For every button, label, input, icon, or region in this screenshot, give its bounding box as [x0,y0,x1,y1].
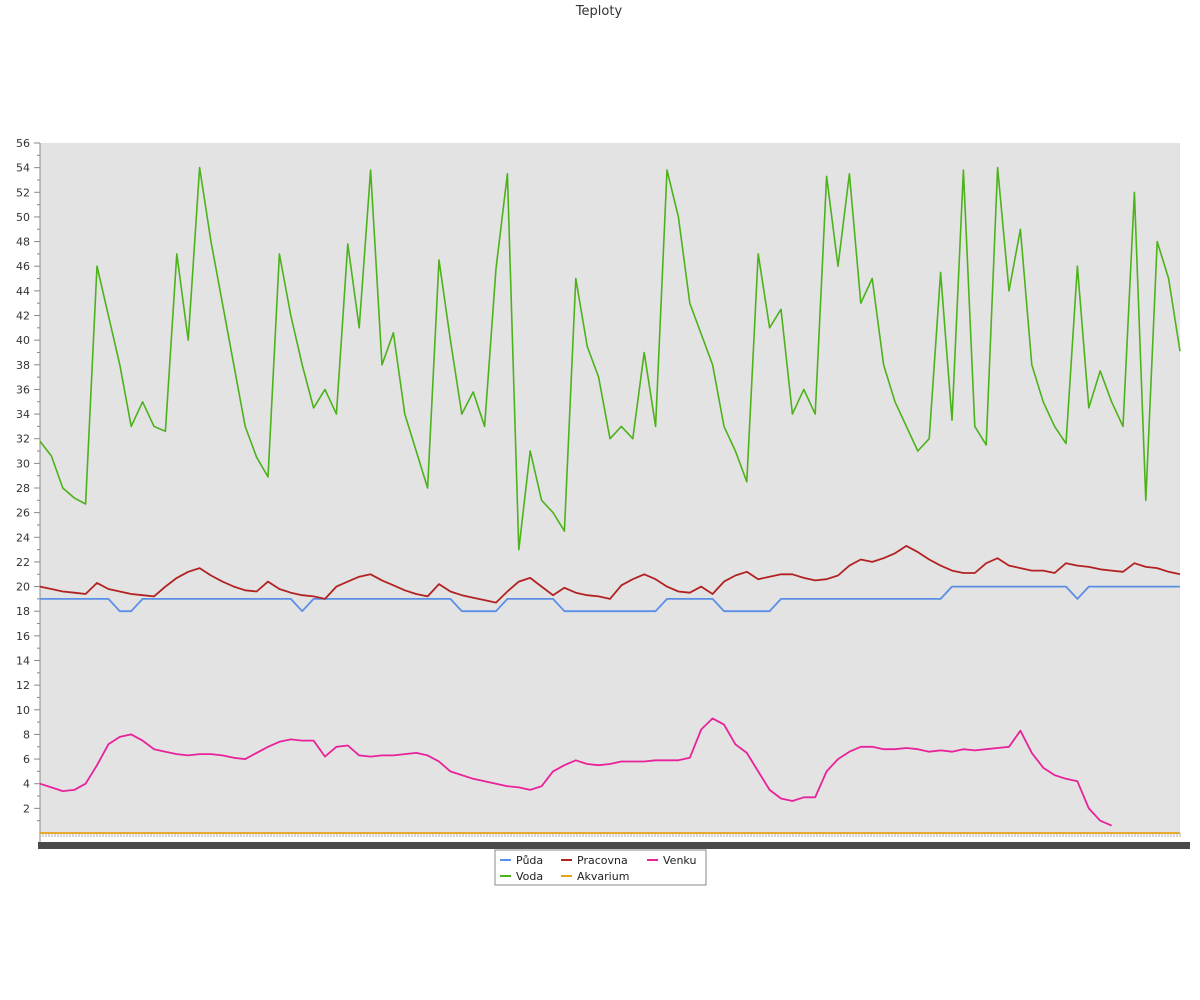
y-tick-label: 26 [16,507,30,520]
y-tick-label: 38 [16,359,30,372]
y-tick-label: 52 [16,186,30,199]
y-tick-label: 44 [16,285,30,298]
legend-label: Venku [663,854,696,867]
chart-title: Teploty [575,4,623,19]
y-tick-label: 24 [16,531,30,544]
y-axis: 2468101214161820222426283032343638404244… [16,137,41,843]
series-group [39,166,1181,834]
legend-label: Voda [516,870,543,883]
x-tick-label-band [38,842,1190,849]
y-tick-label: 16 [16,630,30,643]
legend: Půda Voda Pracovna Akvarium Venku [494,849,707,886]
y-tick-label: 42 [16,310,30,323]
y-tick-label: 20 [16,581,30,594]
y-tick-label: 8 [23,728,30,741]
y-tick-label: 18 [16,605,30,618]
y-tick-label: 30 [16,457,30,470]
y-tick-label: 6 [23,753,30,766]
y-tick-label: 2 [23,802,30,815]
series-line-venku [39,717,1112,827]
y-tick-label: 22 [16,556,30,569]
series-line-voda [39,166,1181,551]
y-tick-label: 32 [16,433,30,446]
legend-label: Pracovna [577,854,628,867]
y-tick-label: 14 [16,655,30,668]
y-tick-label: 48 [16,236,30,249]
y-tick-label: 34 [16,408,30,421]
y-tick-label: 10 [16,704,30,717]
x-axis [38,833,1190,849]
y-tick-label: 46 [16,260,30,273]
y-tick-label: 4 [23,778,30,791]
legend-label: Půda [516,854,543,867]
y-tick-label: 28 [16,482,30,495]
y-tick-label: 56 [16,137,30,150]
series-line-pracovna [39,545,1181,604]
y-tick-label: 54 [16,162,30,175]
y-tick-label: 50 [16,211,30,224]
y-tick-label: 12 [16,679,30,692]
y-tick-label: 36 [16,383,30,396]
plot-area [40,143,1180,833]
y-tick-label: 40 [16,334,30,347]
series-line-puda [40,585,1180,613]
legend-label: Akvarium [577,870,629,883]
legend-box [494,849,707,886]
